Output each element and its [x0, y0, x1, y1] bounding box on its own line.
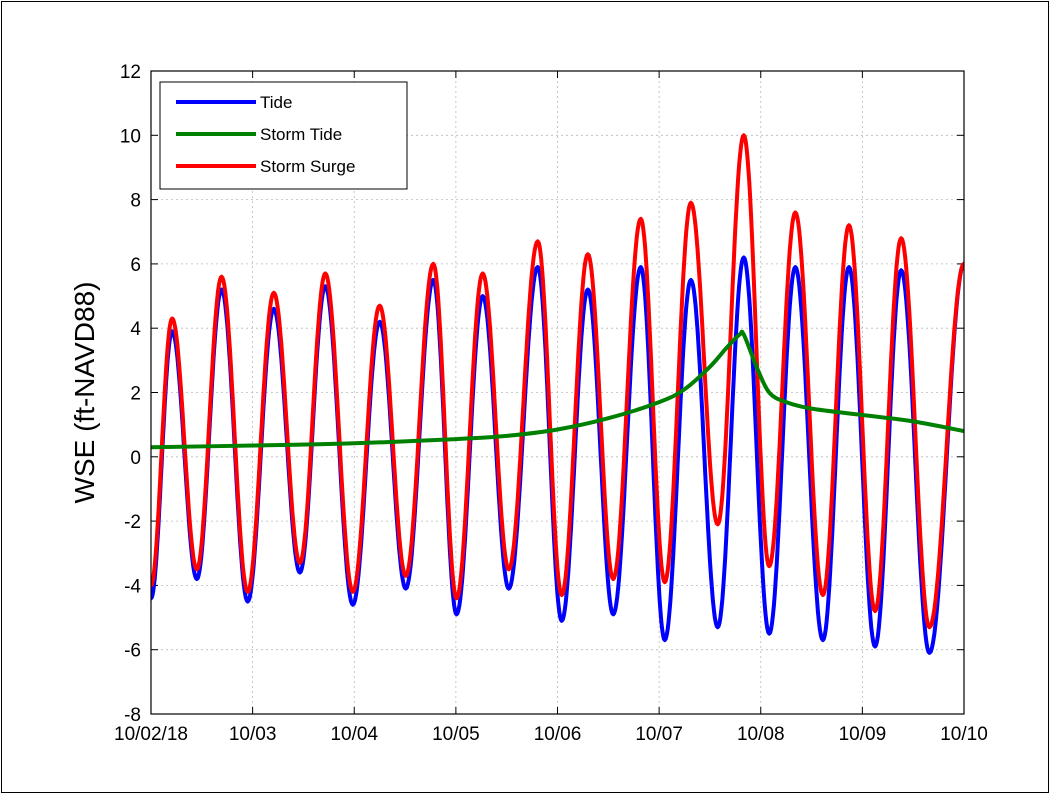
y-axis-label: WSE (ft-NAVD88) — [69, 282, 100, 504]
y-tick-label: 12 — [120, 62, 141, 83]
y-tick-label: -6 — [124, 641, 141, 662]
legend-label: Storm Surge — [260, 157, 355, 176]
y-tick-label: 8 — [130, 191, 141, 212]
series-line-storm-tide — [151, 329, 964, 450]
series-lines — [151, 133, 964, 655]
y-tick-label: -4 — [124, 576, 141, 597]
x-tick-label: 10/09 — [839, 724, 887, 745]
y-tick-label: -2 — [124, 512, 141, 533]
series-line-storm-surge — [151, 133, 964, 630]
y-tick-label: 2 — [130, 384, 141, 405]
tick-labels: -8 -6 -4 -2 0 2 4 6 8 10 12 10/02/18 10/03 10/04 10/05… — [114, 62, 988, 745]
x-tick-label: 10/04 — [330, 724, 378, 745]
y-tick-label: 0 — [130, 448, 141, 469]
x-tick-label: 10/06 — [534, 724, 582, 745]
legend: Tide Storm Tide Storm Surge — [159, 81, 408, 190]
y-tick-label: 4 — [130, 319, 141, 340]
legend-label: Tide — [260, 93, 292, 112]
x-tick-label: 10/05 — [432, 724, 480, 745]
x-tick-label: 10/03 — [229, 724, 277, 745]
x-tick-label: 10/07 — [635, 724, 683, 745]
y-tick-label: 6 — [130, 255, 141, 276]
x-tick-label: 10/10 — [940, 724, 988, 745]
plot-area-border — [150, 70, 965, 715]
x-tick-label: 10/08 — [737, 724, 785, 745]
x-tick-label: 10/02/18 — [114, 724, 188, 745]
y-tick-label: -8 — [124, 705, 141, 726]
legend-label: Storm Tide — [260, 125, 342, 144]
y-tick-label: 10 — [120, 126, 141, 147]
